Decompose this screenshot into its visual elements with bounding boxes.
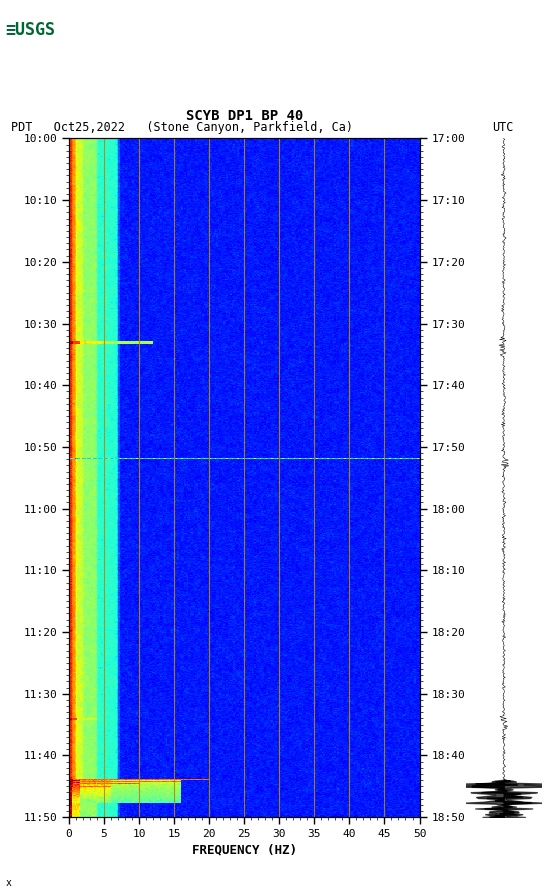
Text: UTC: UTC (492, 121, 513, 134)
X-axis label: FREQUENCY (HZ): FREQUENCY (HZ) (192, 843, 297, 856)
Text: SCYB DP1 BP 40: SCYB DP1 BP 40 (185, 109, 303, 123)
Text: ≡USGS: ≡USGS (6, 21, 56, 39)
Text: PDT   Oct25,2022   (Stone Canyon, Parkfield, Ca): PDT Oct25,2022 (Stone Canyon, Parkfield,… (11, 121, 353, 134)
Text: x: x (6, 878, 12, 888)
